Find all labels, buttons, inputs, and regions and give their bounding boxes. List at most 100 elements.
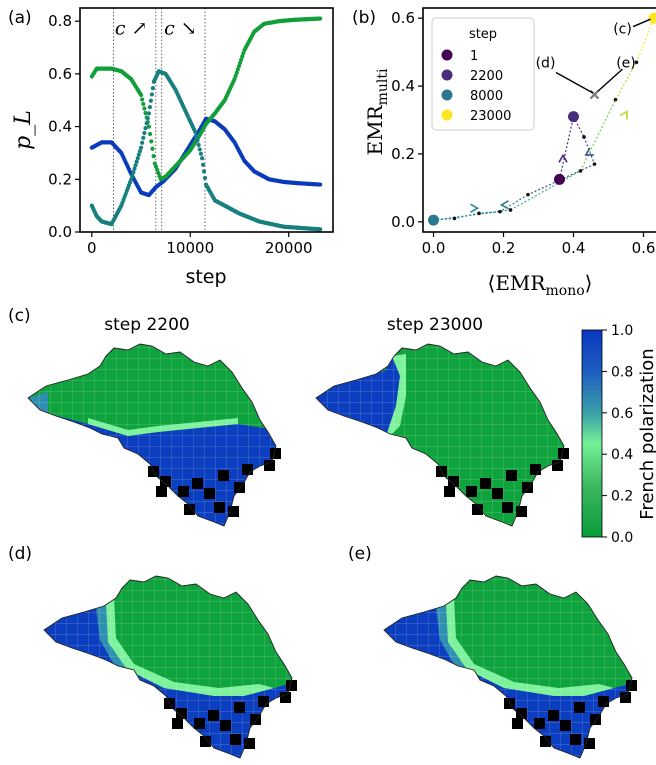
data-point (140, 97, 144, 101)
callout-line-d (556, 72, 593, 92)
x-tick-label: 0.6 (632, 239, 656, 257)
trajectory-arrow (620, 109, 630, 119)
y-tick-label: 0.6 (391, 9, 415, 27)
panel-letter-d: (d) (8, 544, 32, 564)
data-point (152, 154, 156, 158)
masked-cell (172, 718, 183, 729)
legend-label: 8000 (470, 89, 503, 104)
masked-cell (234, 702, 245, 713)
y-tick-label: 0.2 (48, 170, 72, 188)
masked-cell (230, 734, 241, 745)
masked-cell (176, 708, 187, 719)
data-point (139, 93, 143, 97)
masked-cell (530, 464, 541, 475)
panel-letter-c: (c) (8, 306, 31, 326)
colorbar-tick-label: 0.8 (611, 364, 633, 380)
data-point (148, 105, 152, 109)
masked-cell (242, 464, 253, 475)
callout-line-c (633, 19, 651, 26)
data-point (147, 111, 151, 115)
annotation-c-up: c ↗ (115, 17, 148, 39)
data-point (142, 106, 146, 110)
callouts: (c)(d)(e) (536, 19, 651, 93)
y-tick-label: 0.4 (391, 77, 415, 95)
legend-marker (442, 110, 453, 121)
masked-cell (220, 720, 231, 731)
data-point (199, 152, 203, 156)
masked-cell (204, 488, 215, 499)
map-fill-c2 (316, 336, 576, 536)
data-point (202, 169, 206, 173)
masked-cell (620, 692, 631, 703)
map-fill-e (384, 568, 644, 761)
data-point (318, 227, 322, 231)
x-axis-label-b: ⟨EMRmono⟩ (488, 271, 593, 299)
data-point (141, 136, 145, 140)
legend-marker (442, 70, 453, 81)
masked-cell (534, 718, 545, 729)
masked-cell (228, 506, 239, 517)
data-point (198, 147, 202, 151)
trajectory-segment (560, 117, 574, 180)
step-point (568, 111, 579, 122)
map-step-23000 (316, 336, 576, 536)
colorbar-tick-label: 1.0 (611, 323, 633, 339)
data-point (193, 130, 197, 134)
masked-cell (244, 738, 255, 749)
masked-cell (506, 470, 517, 481)
x-tick-label: 0.4 (562, 239, 586, 257)
step-point (554, 174, 565, 185)
colorbar-tick-label: 0.6 (611, 406, 633, 422)
step-point (428, 215, 439, 226)
masked-cell (574, 702, 585, 713)
trajectory-segment (511, 171, 581, 210)
panel-letter-b: (b) (352, 8, 376, 28)
map-title-left: step 2200 (104, 315, 189, 335)
map-e (384, 568, 644, 761)
data-point (146, 116, 150, 120)
series-group (90, 16, 323, 231)
data-point (142, 131, 146, 135)
data-point (200, 156, 204, 160)
masked-cell (178, 486, 189, 497)
map-section: step 2200 step 23000 (28, 315, 644, 761)
masked-cell (280, 692, 291, 703)
data-point (140, 141, 144, 145)
trajectory-point (453, 217, 457, 221)
trajectory-point (579, 169, 583, 173)
callout-label: (e) (616, 55, 636, 71)
masked-cell (214, 502, 225, 513)
colorbar-tick-label: 0.2 (611, 489, 633, 505)
masked-cell (570, 734, 581, 745)
trajectory-point (477, 212, 481, 216)
legend-label: 23000 (470, 109, 511, 124)
map-step-2200 (28, 336, 288, 536)
data-point (195, 139, 199, 143)
masked-cell (258, 696, 269, 707)
data-point (194, 134, 198, 138)
masked-cell (598, 696, 609, 707)
map-fill-d (44, 568, 304, 761)
legend-title: step (469, 27, 497, 42)
y-tick-label: 0.6 (48, 65, 72, 83)
panel-letter-e: (e) (348, 544, 372, 564)
data-point (139, 146, 143, 150)
colorbar-gradient (582, 330, 602, 537)
data-point (149, 99, 153, 103)
cell-grid (316, 336, 576, 536)
trajectory-arrow (502, 201, 509, 209)
data-point (150, 147, 154, 151)
y-tick-label: 0.4 (48, 118, 72, 136)
data-point (145, 121, 149, 125)
masked-cell (218, 470, 229, 481)
panel-letter-a: (a) (8, 8, 32, 28)
trajectory-point (593, 162, 597, 166)
masked-cell (444, 486, 455, 497)
data-point (318, 16, 322, 20)
masked-cell (480, 478, 491, 489)
legend-marker (442, 90, 453, 101)
colorbar: 0.00.20.40.60.81.0 French polarization (582, 323, 656, 546)
colorbar-label: French polarization (637, 348, 656, 519)
